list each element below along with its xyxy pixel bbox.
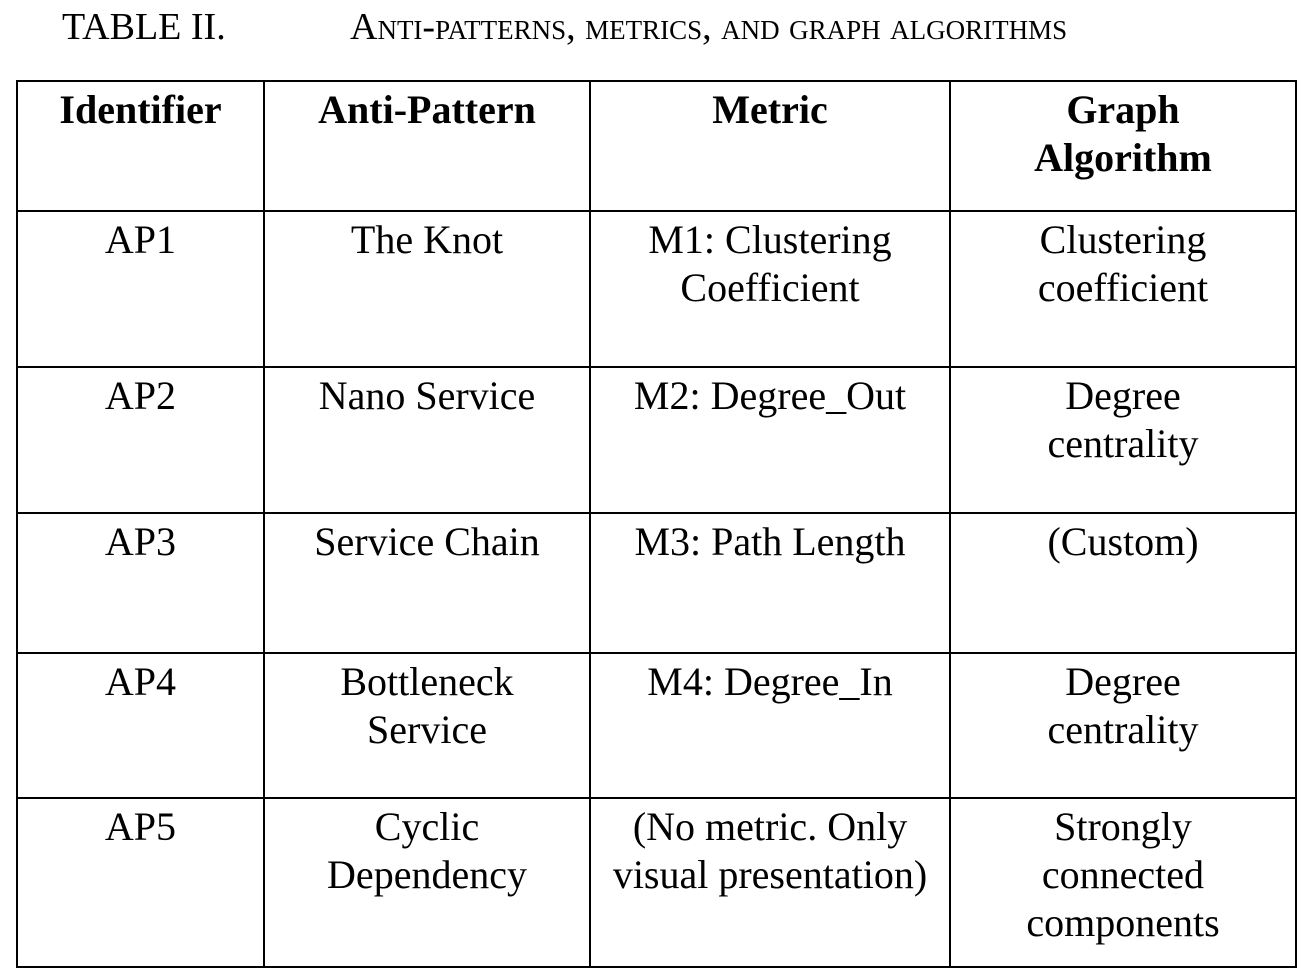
cell-graph-algorithm: Clustering coefficient: [949, 210, 1297, 368]
header-identifier: Identifier: [16, 80, 265, 212]
header-metric: Metric: [589, 80, 951, 212]
cell-metric: M4: Degree_In: [589, 652, 951, 799]
cell-anti-pattern: Bottleneck Service: [263, 652, 591, 799]
table-row: AP2 Nano Service M2: Degree_Out Degree c…: [16, 366, 1297, 514]
table-row: AP5 Cyclic Dependency (No metric. Only v…: [16, 797, 1297, 968]
table-row: AP3 Service Chain M3: Path Length (Custo…: [16, 512, 1297, 654]
cell-identifier: AP3: [16, 512, 265, 654]
header-graph-algorithm: Graph Algorithm: [949, 80, 1297, 212]
cell-anti-pattern: Service Chain: [263, 512, 591, 654]
anti-patterns-table: Identifier Anti-Pattern Metric Graph Alg…: [16, 80, 1297, 968]
cell-graph-algorithm: Degree centrality: [949, 652, 1297, 799]
table-header-row: Identifier Anti-Pattern Metric Graph Alg…: [16, 80, 1297, 212]
cell-identifier: AP5: [16, 797, 265, 968]
header-anti-pattern: Anti-Pattern: [263, 80, 591, 212]
cell-metric: M1: Clustering Coefficient: [589, 210, 951, 368]
table-row: AP4 Bottleneck Service M4: Degree_In Deg…: [16, 652, 1297, 799]
cell-anti-pattern: Nano Service: [263, 366, 591, 514]
cell-graph-algorithm: (Custom): [949, 512, 1297, 654]
cell-metric: M3: Path Length: [589, 512, 951, 654]
cell-identifier: AP4: [16, 652, 265, 799]
cell-graph-algorithm: Strongly connected components: [949, 797, 1297, 968]
cell-graph-algorithm: Degree centrality: [949, 366, 1297, 514]
table-number: TABLE II.: [62, 6, 226, 48]
cell-metric: (No metric. Only visual presentation): [589, 797, 951, 968]
cell-identifier: AP1: [16, 210, 265, 368]
cell-metric: M2: Degree_Out: [589, 366, 951, 514]
table-caption: TABLE II. Anti-patterns, metrics, and gra…: [62, 4, 1262, 54]
cell-identifier: AP2: [16, 366, 265, 514]
cell-anti-pattern: Cyclic Dependency: [263, 797, 591, 968]
table-row: AP1 The Knot M1: Clustering Coefficient …: [16, 210, 1297, 368]
cell-anti-pattern: The Knot: [263, 210, 591, 368]
table-title: Anti-patterns, metrics, and graph algori…: [350, 6, 1068, 48]
